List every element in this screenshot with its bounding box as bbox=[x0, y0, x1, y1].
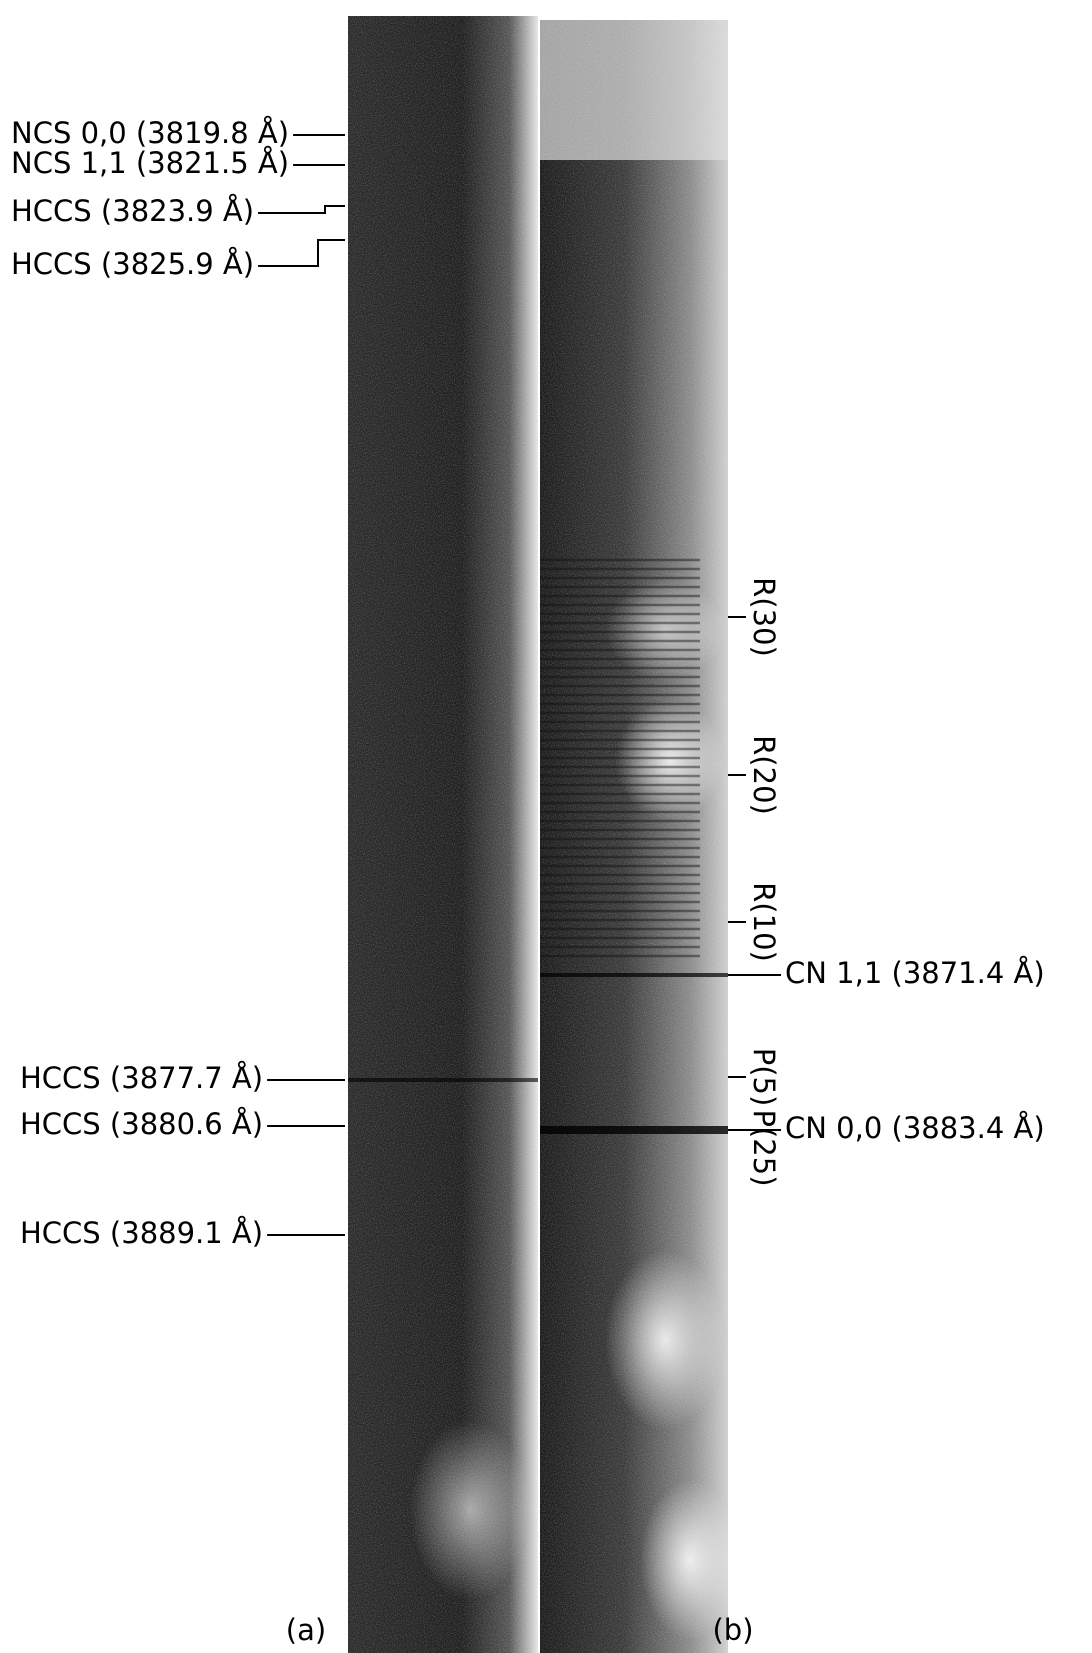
strip-b bbox=[540, 20, 740, 1653]
line-label: NCS 0,0 (3819.8 Å) bbox=[11, 116, 289, 150]
line-label: HCCS (3823.9 Å) bbox=[11, 194, 254, 228]
line-label: CN 0,0 (3883.4 Å) bbox=[785, 1111, 1045, 1145]
panel-label: (a) bbox=[286, 1613, 326, 1647]
line-label: HCCS (3877.7 Å) bbox=[20, 1061, 263, 1095]
line-label: CN 1,1 (3871.4 Å) bbox=[785, 956, 1045, 990]
rotated-label: P(25) bbox=[747, 1109, 781, 1186]
rotated-label: P(5) bbox=[747, 1048, 781, 1107]
leader-line bbox=[258, 206, 345, 213]
panel-label: (b) bbox=[712, 1613, 753, 1647]
page: NCS 0,0 (3819.8 Å)NCS 1,1 (3821.5 Å) HCCS… bbox=[0, 0, 1092, 1653]
strip-a bbox=[348, 16, 538, 1653]
line-label: NCS 1,1 (3821.5 Å) bbox=[11, 146, 289, 180]
figure: NCS 0,0 (3819.8 Å)NCS 1,1 (3821.5 Å) HCCS… bbox=[0, 0, 1092, 1653]
rotated-label: R(10) bbox=[747, 882, 781, 962]
leader-line bbox=[258, 240, 345, 266]
line-label: HCCS (3880.6 Å) bbox=[20, 1107, 263, 1141]
rotated-label: R(30) bbox=[747, 577, 781, 657]
line-label: HCCS (3889.1 Å) bbox=[20, 1216, 263, 1250]
line-label: HCCS (3825.9 Å) bbox=[11, 247, 254, 281]
rotated-label: R(20) bbox=[747, 735, 781, 815]
